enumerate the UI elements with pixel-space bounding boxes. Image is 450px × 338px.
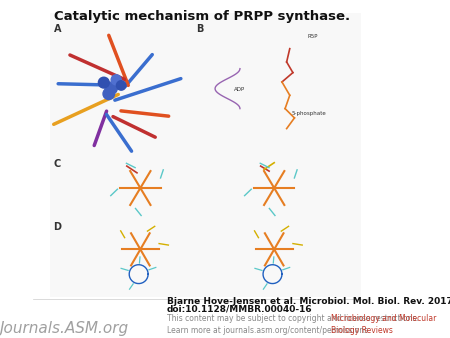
Text: ADP: ADP (234, 87, 246, 92)
Circle shape (105, 82, 117, 94)
Circle shape (111, 75, 122, 85)
FancyBboxPatch shape (50, 14, 361, 297)
Circle shape (103, 88, 114, 100)
Text: This content may be subject to copyright and license restrictions.
Learn more at: This content may be subject to copyright… (167, 314, 418, 335)
Circle shape (117, 81, 126, 90)
Text: R5P: R5P (308, 34, 318, 39)
Text: D: D (54, 222, 62, 232)
Text: doi:10.1128/MMBR.00040-16: doi:10.1128/MMBR.00040-16 (167, 304, 312, 313)
Text: 5-phosphate: 5-phosphate (291, 111, 326, 116)
Text: Journals.ASM.org: Journals.ASM.org (0, 320, 128, 336)
Circle shape (99, 77, 109, 88)
Text: Catalytic mechanism of PRPP synthase.: Catalytic mechanism of PRPP synthase. (54, 10, 351, 23)
Text: C: C (54, 159, 61, 169)
Text: A: A (54, 24, 61, 34)
Text: Bjarne Hove-Jensen et al. Microbiol. Mol. Biol. Rev. 2017;: Bjarne Hove-Jensen et al. Microbiol. Mol… (167, 297, 450, 307)
Text: B: B (196, 24, 204, 34)
Text: Microbiology and Molecular
Biology Reviews: Microbiology and Molecular Biology Revie… (331, 314, 436, 335)
